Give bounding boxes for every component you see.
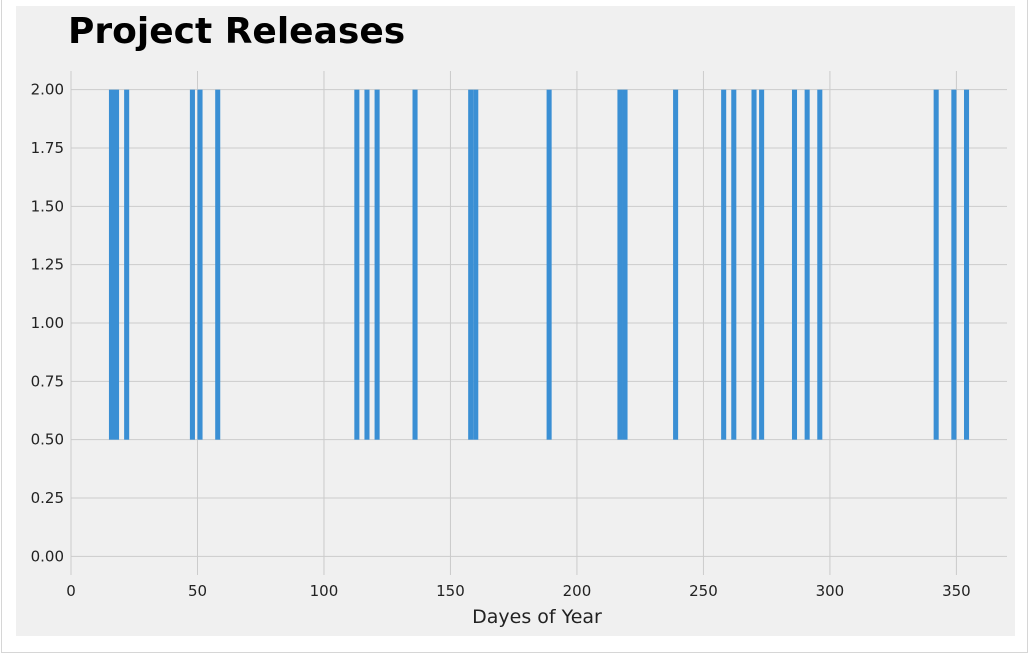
release-bar bbox=[951, 89, 957, 440]
release-bar bbox=[933, 89, 939, 440]
x-tick-label: 150 bbox=[436, 582, 465, 600]
x-tick-label: 200 bbox=[563, 582, 592, 600]
release-bar bbox=[721, 89, 727, 440]
release-bar bbox=[114, 89, 120, 440]
x-tick-label: 0 bbox=[66, 582, 76, 600]
release-bar bbox=[791, 89, 798, 440]
release-bar bbox=[124, 89, 130, 440]
y-tick-label: 0.25 bbox=[31, 489, 64, 507]
y-tick-label: 1.50 bbox=[31, 197, 64, 215]
y-tick-label: 1.00 bbox=[31, 314, 64, 332]
release-bar bbox=[354, 89, 360, 440]
bars bbox=[108, 89, 970, 440]
x-tick-label: 100 bbox=[310, 582, 339, 600]
release-bar bbox=[473, 89, 479, 440]
release-bar bbox=[374, 89, 380, 440]
release-bar bbox=[412, 89, 418, 440]
x-axis-label: Dayes of Year bbox=[472, 606, 602, 628]
x-tick-label: 350 bbox=[942, 582, 971, 600]
y-tick-label: 0.75 bbox=[31, 372, 64, 390]
release-bar bbox=[731, 89, 737, 440]
y-tick-label: 2.00 bbox=[31, 81, 64, 99]
release-bar bbox=[673, 89, 679, 440]
release-bar bbox=[617, 89, 623, 440]
plot-background bbox=[16, 6, 1015, 636]
release-bar bbox=[189, 89, 195, 440]
y-tick-label: 0.00 bbox=[31, 547, 64, 565]
grid-lines bbox=[70, 71, 1007, 575]
release-bar bbox=[546, 89, 552, 440]
x-tick-label: 300 bbox=[816, 582, 845, 600]
y-tick-label: 1.25 bbox=[31, 256, 64, 274]
chart-title: Project Releases bbox=[68, 11, 405, 52]
release-bar bbox=[759, 89, 765, 440]
x-tick-label: 50 bbox=[188, 582, 207, 600]
y-tick-label: 0.50 bbox=[31, 431, 64, 449]
release-bar bbox=[817, 89, 823, 440]
release-bar bbox=[963, 89, 970, 440]
x-tick-label: 250 bbox=[689, 582, 718, 600]
release-bar bbox=[622, 89, 628, 440]
release-bar bbox=[215, 89, 221, 440]
y-tick-label: 1.75 bbox=[31, 139, 64, 157]
release-bar bbox=[197, 89, 203, 440]
release-bar bbox=[468, 89, 474, 440]
release-bar bbox=[108, 89, 115, 440]
release-bar bbox=[364, 89, 370, 440]
release-bar bbox=[804, 89, 810, 440]
release-bar bbox=[751, 89, 757, 440]
tick-labels: 0 50 100 150 200 250 300 350 0.00 0.25 0.50 0.75 1.0… bbox=[31, 81, 971, 600]
